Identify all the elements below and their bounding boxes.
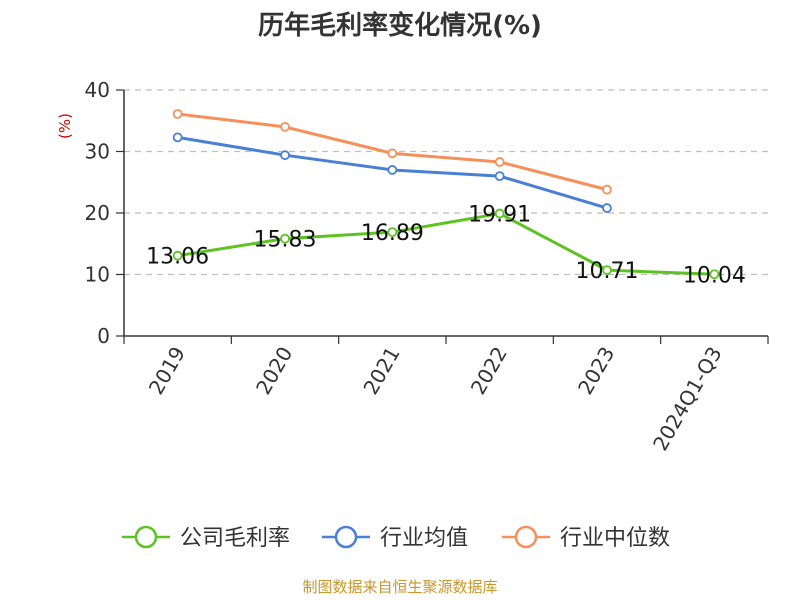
source-note: 制图数据来自恒生聚源数据库 <box>302 578 497 596</box>
data-point <box>280 233 290 244</box>
data-label: 19.91 <box>468 203 531 228</box>
data-point <box>172 132 183 143</box>
data-label: 10.04 <box>683 263 746 288</box>
data-point <box>172 250 183 261</box>
y-tick-label: 30 <box>85 140 110 164</box>
series-group: 13.06 15.83 16.89 19.91 10.71 10.04 <box>146 109 746 288</box>
data-point <box>709 269 720 280</box>
legend-marker <box>334 525 358 549</box>
data-point <box>387 148 398 159</box>
data-point <box>387 227 398 238</box>
grid-lines <box>124 89 768 276</box>
y-tick-label: 40 <box>85 78 110 102</box>
y-axis-label: (%) <box>56 113 74 139</box>
data-point <box>602 203 612 213</box>
x-tick-label: 2019 <box>144 343 190 399</box>
data-label: 15.83 <box>254 228 317 253</box>
data-point <box>387 165 398 175</box>
data-point <box>172 109 183 119</box>
legend: 公司毛利率 行业均值 行业中位数 <box>122 525 670 551</box>
x-tick-label: 2024Q1-Q3 <box>648 343 727 455</box>
data-point <box>494 171 505 182</box>
data-label: 13.06 <box>146 245 209 270</box>
legend-label: 行业均值 <box>380 526 468 551</box>
legend-marker <box>134 525 158 549</box>
y-tick-label: 20 <box>85 201 110 225</box>
data-point <box>602 184 612 195</box>
data-point <box>280 122 290 132</box>
data-point <box>494 157 505 167</box>
data-point <box>494 208 505 219</box>
legend-label: 行业中位数 <box>560 526 670 551</box>
data-point <box>280 150 290 161</box>
data-label: 10.71 <box>576 259 639 284</box>
y-tick-label: 0 <box>97 324 110 348</box>
x-tick-label: 2020 <box>251 343 297 399</box>
data-point <box>602 265 612 276</box>
x-tick-label: 2023 <box>573 343 619 399</box>
series-line <box>177 212 715 276</box>
legend-label: 公司毛利率 <box>180 526 290 551</box>
chart-title: 历年毛利率变化情况(%) <box>258 10 542 41</box>
data-label: 16.89 <box>361 221 424 246</box>
y-tick-label: 10 <box>85 263 110 287</box>
x-tick-label: 2021 <box>358 343 404 399</box>
legend-marker <box>514 525 538 549</box>
x-tick-label: 2022 <box>466 343 512 399</box>
